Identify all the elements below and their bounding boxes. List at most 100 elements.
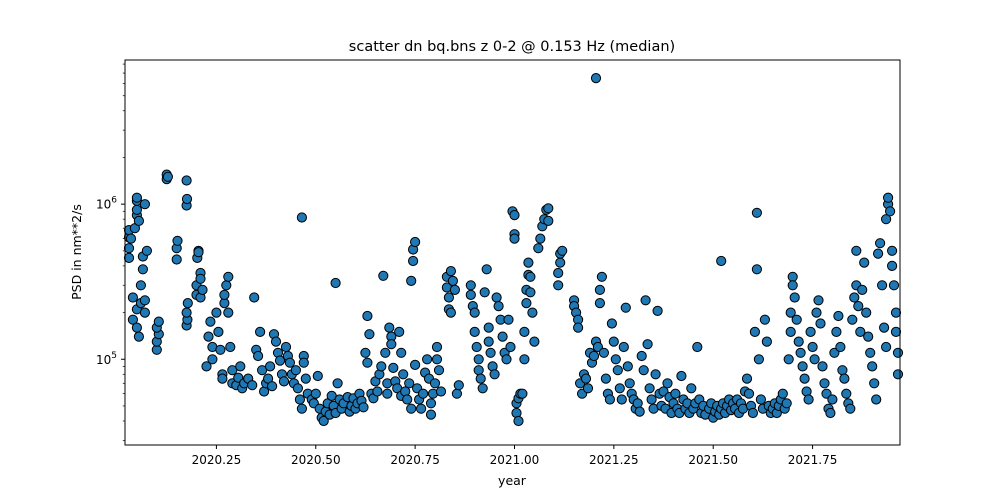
data-point	[789, 292, 800, 303]
data-point	[638, 365, 649, 376]
data-point	[298, 357, 309, 368]
data-point	[652, 305, 663, 316]
data-point	[362, 357, 373, 368]
data-point	[827, 394, 838, 405]
data-point	[483, 322, 494, 333]
data-point	[372, 386, 383, 397]
data-point	[781, 398, 792, 409]
data-point	[139, 199, 150, 210]
data-point	[598, 347, 610, 358]
data-point	[670, 388, 681, 399]
data-point	[267, 381, 278, 392]
data-point	[588, 350, 600, 362]
x-tick-label: 2021.00	[490, 453, 540, 467]
data-point	[171, 254, 182, 265]
data-point	[141, 245, 152, 256]
data-point	[892, 347, 904, 358]
data-point	[751, 207, 763, 218]
data-point	[259, 386, 270, 397]
data-point	[887, 260, 898, 271]
data-point	[557, 245, 568, 256]
data-point	[642, 339, 653, 350]
data-point	[785, 326, 796, 337]
data-point	[692, 341, 703, 353]
data-point	[817, 361, 828, 372]
data-point	[573, 322, 584, 333]
data-point	[133, 331, 144, 342]
data-point	[873, 248, 884, 259]
data-point	[481, 264, 492, 275]
data-point	[172, 235, 183, 246]
data-point	[139, 307, 150, 318]
data-point	[292, 383, 303, 394]
data-point	[451, 388, 462, 399]
data-point	[777, 388, 788, 399]
data-point	[787, 280, 798, 291]
data-point	[402, 394, 413, 405]
data-point	[312, 370, 323, 382]
data-point	[205, 316, 216, 327]
data-point	[523, 257, 534, 268]
data-point	[125, 233, 137, 244]
chart-title: scatter dn bq.bns z 0-2 @ 0.153 Hz (medi…	[349, 39, 675, 55]
data-point	[471, 341, 482, 353]
data-point	[394, 326, 405, 337]
data-point	[296, 212, 307, 223]
data-point	[294, 394, 305, 405]
y-axis-label: PSD in nm**2/s	[69, 204, 84, 300]
x-tick-label: 2020.25	[192, 453, 242, 467]
data-point	[533, 243, 544, 254]
data-point	[431, 354, 443, 365]
data-point	[221, 280, 232, 291]
data-point	[543, 215, 554, 226]
data-point	[845, 403, 856, 414]
data-point	[517, 388, 528, 399]
data-point	[443, 292, 454, 303]
data-point	[861, 307, 872, 318]
data-point	[330, 277, 341, 289]
data-point	[382, 388, 393, 399]
data-point	[875, 238, 886, 249]
data-point	[364, 329, 375, 340]
data-point	[887, 245, 898, 256]
data-point	[133, 215, 144, 226]
data-point	[406, 403, 417, 414]
data-point	[253, 350, 264, 362]
data-point	[418, 388, 429, 399]
data-point	[662, 378, 673, 389]
data-point	[879, 322, 890, 333]
data-point	[497, 331, 508, 342]
data-point	[831, 326, 842, 337]
data-point	[265, 361, 276, 372]
data-point	[429, 378, 441, 389]
data-point	[582, 383, 594, 394]
data-point	[479, 287, 490, 298]
x-axis-ticks: 2020.25 2020.50 2020.75 2021.00 2021.25 2021.…	[192, 445, 837, 467]
data-point	[296, 403, 307, 414]
data-point	[123, 243, 135, 254]
data-point	[447, 275, 458, 286]
data-point	[182, 298, 193, 309]
data-point	[600, 373, 612, 384]
x-tick-label: 2020.50	[291, 453, 341, 467]
x-tick-label: 2021.25	[589, 453, 639, 467]
data-point	[525, 271, 536, 282]
data-point	[435, 386, 447, 397]
data-point	[529, 336, 540, 347]
data-point	[594, 298, 606, 309]
data-point	[519, 354, 530, 365]
data-point	[759, 314, 771, 325]
data-point	[410, 236, 421, 248]
data-point	[761, 336, 773, 347]
data-point	[249, 292, 260, 303]
data-point	[624, 378, 635, 389]
data-point	[676, 370, 687, 382]
data-point	[398, 369, 409, 380]
data-point	[815, 318, 826, 329]
y-tick-label: 106	[96, 196, 117, 212]
data-point	[219, 289, 230, 300]
data-point	[310, 388, 321, 399]
data-point	[785, 307, 796, 318]
data-point	[127, 292, 138, 303]
data-point	[422, 354, 433, 365]
